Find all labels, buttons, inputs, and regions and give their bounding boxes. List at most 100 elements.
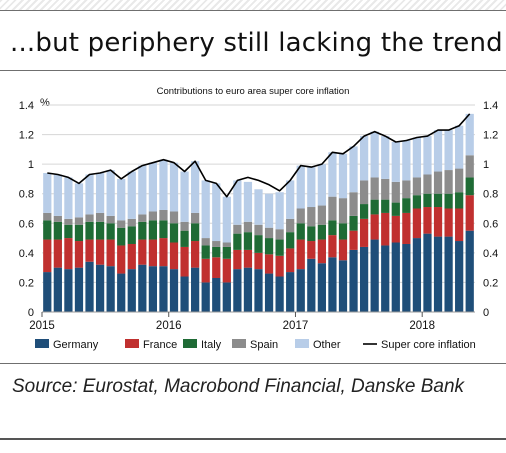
bar-other: [296, 165, 305, 209]
bar-italy: [95, 221, 105, 240]
bar-france: [286, 248, 295, 273]
bar-spain: [433, 171, 443, 194]
bar-italy: [127, 226, 136, 244]
bar-spain: [53, 215, 62, 222]
bar-other: [53, 174, 62, 216]
line-super-core-inflation: [47, 113, 471, 198]
legend-label: Other: [313, 339, 341, 351]
bar-other: [391, 141, 400, 182]
bar-france: [338, 239, 348, 261]
y-tick-label-left: 0.2: [19, 277, 34, 289]
source-note: Source: Eurostat, Macrobond Financial, D…: [12, 376, 465, 397]
bar-other: [381, 136, 390, 179]
bar-spain: [328, 196, 337, 221]
bar-germany: [359, 246, 369, 312]
y-tick-label-left: 1: [28, 159, 34, 171]
bar-france: [64, 238, 73, 270]
x-tick-label: 2015: [29, 320, 55, 332]
bar-italy: [391, 202, 400, 216]
bar-other: [74, 183, 84, 218]
bar-germany: [433, 236, 443, 312]
bar-spain: [243, 221, 253, 233]
bar-germany: [233, 269, 242, 312]
bar-france: [359, 218, 369, 247]
bar-spain: [455, 168, 464, 193]
bar-france: [148, 239, 158, 267]
bar-france: [95, 239, 105, 265]
bar-italy: [465, 177, 474, 196]
bar-spain: [106, 215, 115, 224]
bar-germany: [159, 266, 168, 312]
bar-spain: [212, 241, 221, 247]
bar-italy: [455, 192, 464, 209]
bar-spain: [127, 218, 136, 227]
bar-other: [412, 137, 422, 178]
bar-other: [349, 146, 358, 193]
y-tick-label-right: 0: [483, 307, 489, 319]
bar-spain: [222, 242, 231, 247]
bar-italy: [53, 221, 62, 240]
bar-france: [275, 255, 284, 277]
bar-france: [264, 254, 274, 274]
bar-germany: [370, 239, 379, 312]
legend-label: Spain: [250, 339, 278, 351]
bar-other: [212, 183, 221, 242]
bar-italy: [275, 239, 284, 256]
bottom-rule: [0, 438, 506, 440]
bar-germany: [444, 236, 453, 312]
legend-label: Germany: [53, 339, 99, 351]
bar-germany: [412, 238, 422, 312]
y-tick-label-right: 0.4: [483, 248, 498, 260]
legend-label: Italy: [201, 339, 222, 351]
bar-germany: [338, 260, 348, 312]
bar-germany: [317, 263, 326, 312]
bar-italy: [317, 224, 326, 240]
bar-france: [201, 258, 210, 283]
y-unit-label: %: [40, 97, 50, 109]
bar-spain: [201, 238, 210, 246]
bar-spain: [423, 174, 432, 194]
bar-germany: [391, 242, 400, 312]
bar-germany: [222, 282, 231, 312]
bar-italy: [212, 246, 221, 258]
chart-title: Contributions to euro area super core in…: [157, 86, 350, 97]
bar-germany: [74, 267, 84, 312]
y-tick-label-left: 0: [28, 307, 34, 319]
bar-other: [264, 193, 274, 228]
bar-germany: [381, 245, 390, 312]
bar-italy: [117, 227, 126, 246]
legend-label: Super core inflation: [381, 339, 476, 351]
bar-germany: [402, 243, 411, 312]
legend-swatch: [35, 339, 49, 348]
bar-italy: [338, 223, 348, 240]
bar-france: [159, 238, 168, 267]
bar-germany: [201, 282, 210, 312]
bar-other: [254, 189, 263, 225]
bar-spain: [95, 212, 105, 222]
bar-spain: [465, 155, 474, 178]
bar-italy: [349, 215, 358, 231]
bar-spain: [286, 218, 295, 233]
headline: ...but periphery still lacking the trend: [10, 28, 503, 58]
bar-other: [117, 178, 126, 221]
legend-swatch: [232, 339, 246, 348]
bar-italy: [159, 220, 168, 239]
bar-spain: [169, 211, 179, 224]
bar-other: [243, 181, 253, 222]
bar-spain: [370, 177, 379, 200]
bar-italy: [381, 199, 390, 213]
bar-germany: [455, 241, 464, 312]
bar-italy: [191, 223, 200, 242]
bar-other: [233, 180, 242, 225]
legend: Germany France Italy Spain Other Super core i…: [35, 339, 476, 351]
bar-other: [201, 180, 210, 239]
bar-italy: [296, 223, 305, 240]
bars: [43, 113, 474, 312]
bar-spain: [307, 207, 316, 227]
bar-germany: [64, 269, 73, 312]
bar-spain: [349, 192, 358, 216]
bar-germany: [138, 264, 147, 312]
bar-germany: [180, 276, 189, 312]
bar-other: [95, 173, 105, 213]
bar-spain: [338, 198, 348, 224]
